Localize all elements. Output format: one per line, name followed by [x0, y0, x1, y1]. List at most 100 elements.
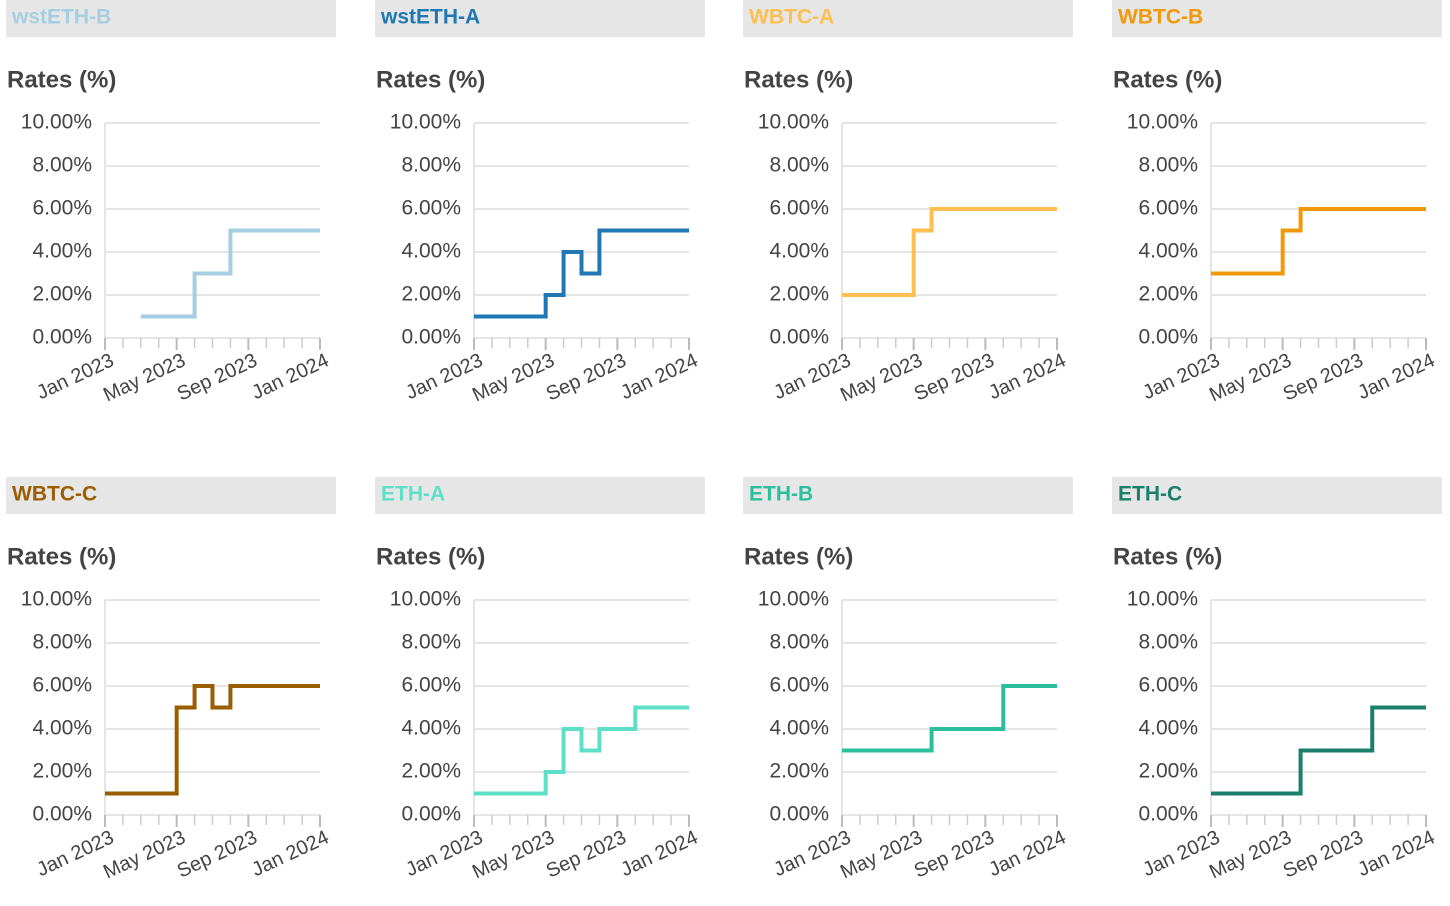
panel-header — [743, 477, 1073, 514]
y-tick-label: 10.00% — [21, 111, 92, 134]
y-tick-label: 6.00% — [401, 197, 461, 220]
x-tick-label: Jan 2024 — [617, 826, 701, 881]
y-tick-label: 2.00% — [1138, 760, 1198, 783]
y-tick-label: 10.00% — [1127, 111, 1198, 134]
panel-header — [6, 0, 336, 37]
panel-header — [375, 0, 705, 37]
panel-title: ETH-B — [749, 483, 813, 506]
y-tick-label: 8.00% — [769, 631, 829, 654]
x-tick-label: May 2023 — [100, 826, 189, 883]
x-tick-label: Jan 2024 — [985, 349, 1069, 404]
y-tick-label: 0.00% — [769, 326, 829, 349]
y-tick-label: 2.00% — [769, 283, 829, 306]
y-tick-label: 10.00% — [390, 588, 461, 611]
step-line — [1211, 207, 1426, 276]
y-tick-label: 2.00% — [32, 283, 92, 306]
y-tick-label: 0.00% — [32, 803, 92, 826]
y-tick-label: 4.00% — [32, 717, 92, 740]
y-axis-label: Rates (%) — [7, 66, 116, 93]
y-tick-label: 8.00% — [32, 631, 92, 654]
y-tick-label: 0.00% — [1138, 326, 1198, 349]
x-tick-label: Jan 2024 — [1354, 349, 1438, 404]
y-tick-label: 8.00% — [769, 154, 829, 177]
panel-header — [1112, 477, 1442, 514]
x-tick-label: Sep 2023 — [911, 826, 998, 882]
panel: WBTC-B Rates (%) 0.00% 2.00% 4.00% 6.00% 8.00%… — [1112, 0, 1442, 406]
y-tick-label: 10.00% — [758, 588, 829, 611]
x-tick-label: Sep 2023 — [174, 826, 261, 882]
y-tick-label: 0.00% — [401, 326, 461, 349]
x-tick-label: Sep 2023 — [174, 349, 261, 405]
panel-header — [375, 477, 705, 514]
y-tick-label: 4.00% — [32, 240, 92, 263]
y-tick-label: 4.00% — [1138, 240, 1198, 263]
x-tick-label: May 2023 — [1206, 826, 1295, 883]
y-tick-label: 2.00% — [32, 760, 92, 783]
x-tick-label: Sep 2023 — [911, 349, 998, 405]
y-tick-label: 2.00% — [769, 760, 829, 783]
y-tick-label: 6.00% — [1138, 674, 1198, 697]
step-line — [842, 207, 1057, 297]
panel-title: WBTC-C — [12, 483, 97, 506]
y-tick-label: 0.00% — [32, 326, 92, 349]
step-line — [105, 684, 320, 796]
y-tick-label: 6.00% — [32, 674, 92, 697]
y-tick-label: 4.00% — [401, 240, 461, 263]
y-axis-label: Rates (%) — [376, 66, 485, 93]
x-tick-label: May 2023 — [100, 349, 189, 406]
y-tick-label: 0.00% — [769, 803, 829, 826]
x-tick-label: Jan 2024 — [248, 826, 332, 881]
y-axis-label: Rates (%) — [1113, 66, 1222, 93]
y-tick-label: 2.00% — [401, 283, 461, 306]
x-tick-label: May 2023 — [837, 349, 926, 406]
y-tick-label: 10.00% — [21, 588, 92, 611]
panel-title: wstETH-B — [11, 6, 111, 29]
panel-title: WBTC-B — [1118, 6, 1203, 29]
x-tick-label: May 2023 — [469, 349, 558, 406]
panel: WBTC-C Rates (%) 0.00% 2.00% 4.00% 6.00% 8.00%… — [6, 477, 336, 883]
x-tick-label: May 2023 — [469, 826, 558, 883]
panel-header — [1112, 0, 1442, 37]
y-axis-label: Rates (%) — [1113, 543, 1222, 570]
x-tick-label: May 2023 — [1206, 349, 1295, 406]
panel: ETH-B Rates (%) 0.00% 2.00% 4.00% 6.00% 8.00% 1… — [743, 477, 1073, 883]
y-tick-label: 4.00% — [769, 240, 829, 263]
y-tick-label: 6.00% — [32, 197, 92, 220]
step-line — [474, 228, 689, 319]
panel: ETH-A Rates (%) 0.00% 2.00% 4.00% 6.00% 8.00% 1… — [375, 477, 705, 883]
y-tick-label: 2.00% — [1138, 283, 1198, 306]
panel: wstETH-A Rates (%) 0.00% 2.00% 4.00% 6.00% 8.0… — [375, 0, 705, 406]
y-tick-label: 8.00% — [1138, 631, 1198, 654]
x-tick-label: Sep 2023 — [543, 349, 630, 405]
panel-title: ETH-A — [381, 483, 445, 506]
panel: WBTC-A Rates (%) 0.00% 2.00% 4.00% 6.00% 8.00%… — [743, 0, 1073, 406]
step-line — [1211, 705, 1426, 796]
panel-header — [6, 477, 336, 514]
panel: ETH-C Rates (%) 0.00% 2.00% 4.00% 6.00% 8.00% 1… — [1112, 477, 1442, 883]
x-tick-label: May 2023 — [837, 826, 926, 883]
step-line — [140, 228, 320, 319]
x-tick-label: Jan 2024 — [248, 349, 332, 404]
y-tick-label: 0.00% — [1138, 803, 1198, 826]
panel-header — [743, 0, 1073, 37]
y-axis-label: Rates (%) — [7, 543, 116, 570]
x-tick-label: Jan 2024 — [1354, 826, 1438, 881]
y-tick-label: 8.00% — [32, 154, 92, 177]
y-tick-label: 8.00% — [401, 631, 461, 654]
y-tick-label: 6.00% — [401, 674, 461, 697]
y-tick-label: 6.00% — [1138, 197, 1198, 220]
x-tick-label: Sep 2023 — [1280, 826, 1367, 882]
y-tick-label: 8.00% — [1138, 154, 1198, 177]
x-tick-label: Jan 2024 — [985, 826, 1069, 881]
y-tick-label: 0.00% — [401, 803, 461, 826]
x-tick-label: Sep 2023 — [1280, 349, 1367, 405]
y-tick-label: 4.00% — [1138, 717, 1198, 740]
y-tick-label: 6.00% — [769, 197, 829, 220]
panel: wstETH-B Rates (%) 0.00% 2.00% 4.00% 6.00% 8.0… — [6, 0, 336, 406]
x-tick-label: Sep 2023 — [543, 826, 630, 882]
panel-title: wstETH-A — [380, 6, 480, 29]
step-line — [842, 684, 1057, 753]
y-tick-label: 10.00% — [758, 111, 829, 134]
